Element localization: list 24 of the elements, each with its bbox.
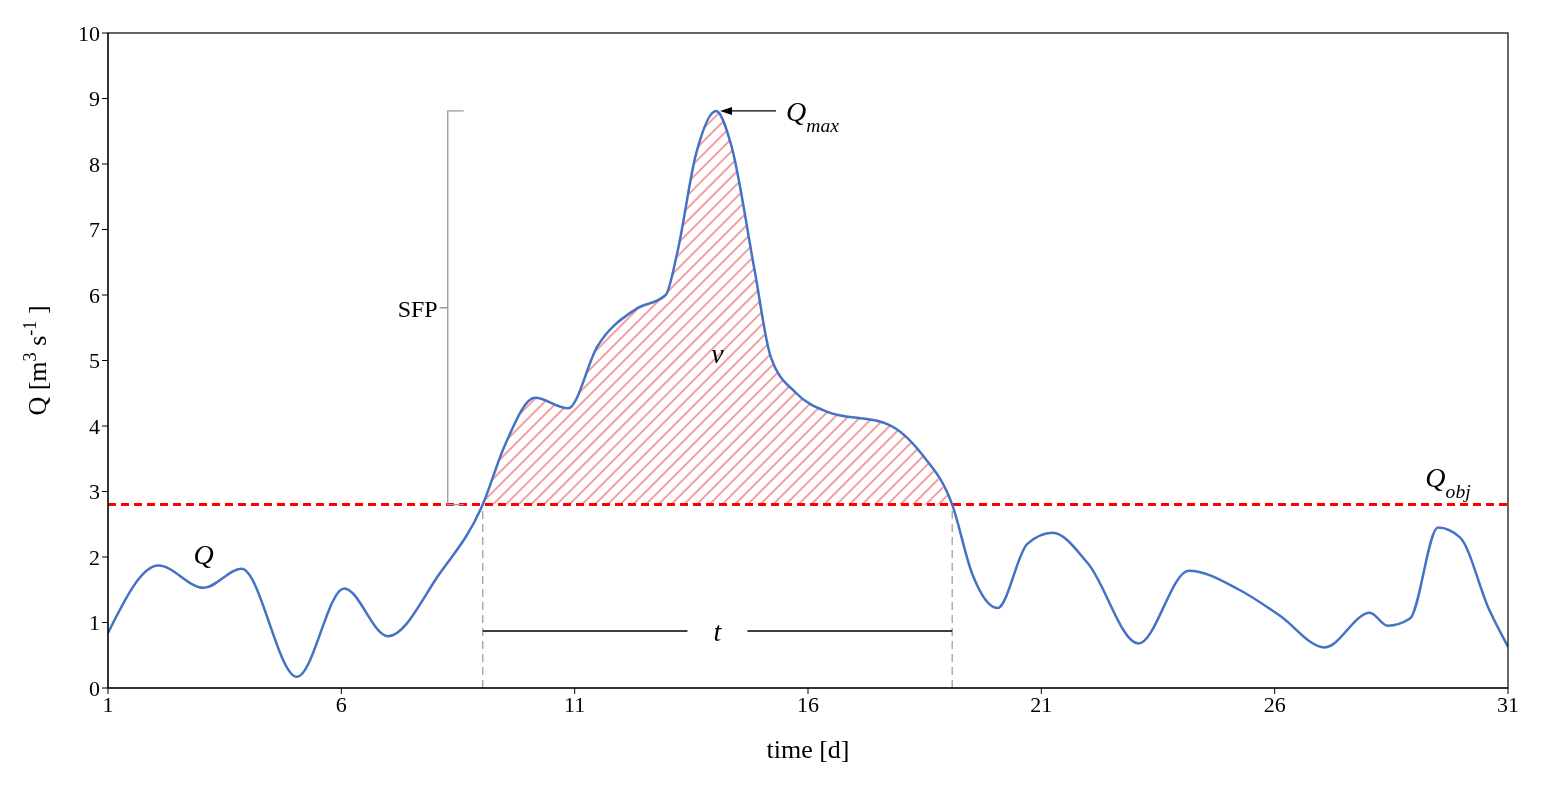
y-tick-label: 6 xyxy=(89,282,100,308)
annotation: t xyxy=(713,616,723,648)
x-tick-label: 11 xyxy=(564,691,586,717)
y-tick-label: 9 xyxy=(89,86,100,112)
y-tick-label: 3 xyxy=(89,479,100,505)
x-tick-label: 31 xyxy=(1497,691,1519,717)
x-tick-label: 6 xyxy=(335,691,347,717)
ref-line-label: Q$_{obj}$ xyxy=(1425,461,1471,502)
y-tick-label: 0 xyxy=(89,675,100,701)
x-tick-label: 26 xyxy=(1263,691,1286,717)
y-tick-label: 1 xyxy=(89,610,100,636)
annotation: Q xyxy=(193,539,214,571)
annotation: v xyxy=(711,337,725,369)
annotation: Q$_{max}$ xyxy=(786,95,840,136)
y-tick-label: 10 xyxy=(78,20,100,46)
x-tick-label: 21 xyxy=(1030,691,1053,717)
x-tick-label: 16 xyxy=(797,691,819,717)
y-tick-label: 7 xyxy=(89,217,100,243)
x-axis-title: time [d] xyxy=(766,735,850,764)
y-tick-label: 4 xyxy=(89,413,100,439)
y-tick-label: 8 xyxy=(89,151,100,177)
annotation: SFP xyxy=(397,295,438,322)
y-tick-label: 5 xyxy=(89,348,100,374)
y-tick-label: 2 xyxy=(89,544,100,570)
